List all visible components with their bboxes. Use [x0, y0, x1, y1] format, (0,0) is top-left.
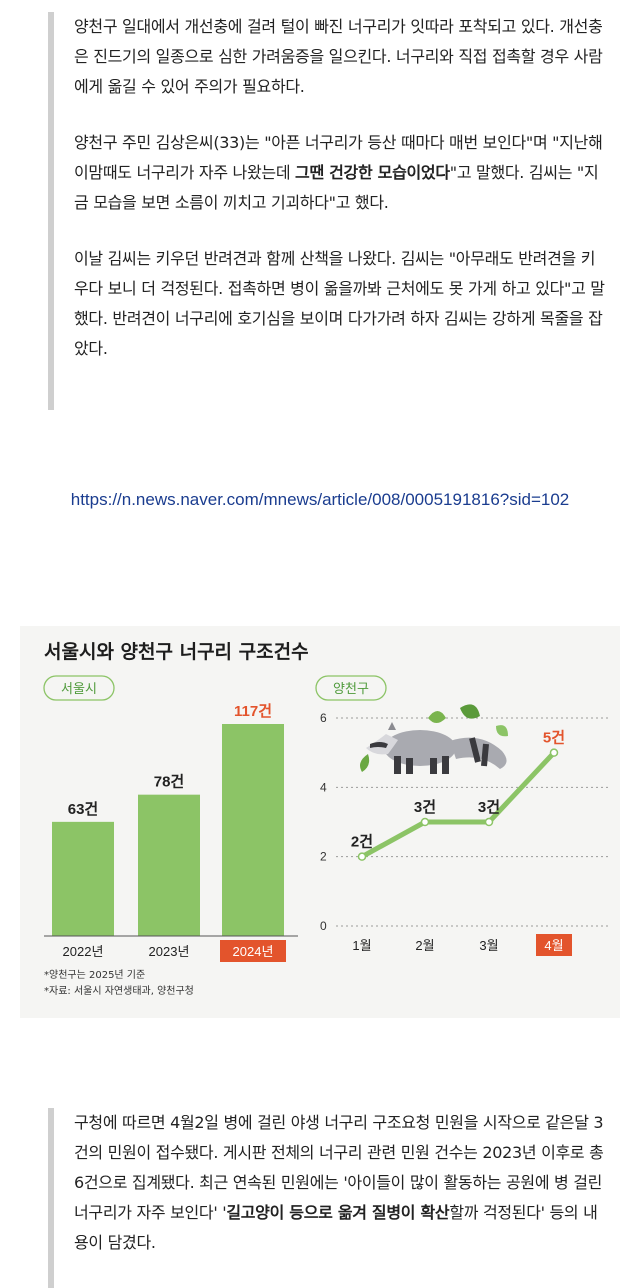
raccoon-mask [370, 742, 388, 748]
leaf-icon [460, 704, 480, 719]
line-point [420, 817, 430, 827]
infographic: 서울시와 양천구 너구리 구조건수 서울시 양천구 63건 2022년 78건 202… [20, 626, 620, 1018]
raccoon-leg [406, 758, 413, 774]
paragraph-4-part-a: 구청에 따르면 4월2일 병에 걸린 야생 너구리 구조요청 민원을 시작으로 … [74, 1113, 604, 1222]
paragraph-2-part-b: "고 말했다. 김씨는 "지금 모습을 보면 소름이 끼치고 기괴하다"고 했다… [74, 163, 599, 212]
line-data-label: 2건 [351, 834, 373, 851]
paragraph-4: 구청에 따르면 4월2일 병에 걸린 야생 너구리 구조요청 민원을 시작으로 … [74, 1108, 608, 1258]
footnote-2: *자료: 서울시 자연생태과, 양천구청 [44, 985, 194, 997]
seoul-pill-label: 서울시 [61, 682, 97, 697]
yangcheon-pill-label: 양천구 [333, 682, 369, 697]
infographic-svg: 서울시와 양천구 너구리 구조건수 서울시 양천구 63건2022년78건202… [43, 641, 608, 997]
article-quote-top: 양천구 일대에서 개선충에 걸려 털이 빠진 너구리가 잇따라 포착되고 있다.… [48, 12, 608, 410]
bar-data-label: 117건 [234, 703, 272, 720]
bar-2023년 [138, 794, 200, 936]
y-tick-label: 2 [320, 850, 327, 864]
bar-category-label: 2024년 [233, 944, 274, 959]
paragraph-2: 양천구 주민 김상은씨(33)는 "아픈 너구리가 등산 때마다 매번 보인다"… [74, 128, 608, 218]
bar-category-label: 2023년 [149, 944, 190, 959]
infographic-title: 서울시와 양천구 너구리 구조건수 [44, 641, 309, 663]
line-point [484, 817, 494, 827]
paragraph-2-bold: 그땐 건강한 모습이었다 [295, 163, 450, 182]
bar-category-label: 2022년 [63, 944, 104, 959]
line-data-label: 3건 [478, 799, 500, 816]
paragraph-4-bold: 길고양이 등으로 옮겨 질병이 확산 [226, 1203, 450, 1222]
bar-data-label: 63건 [68, 801, 99, 818]
y-tick-label: 0 [320, 919, 327, 933]
line-category-label: 3월 [479, 938, 498, 953]
line-point [549, 748, 559, 757]
seoul-pill [43, 675, 115, 701]
highlight-year-box [220, 940, 286, 962]
raccoon-leg [394, 756, 401, 774]
raccoon-leg [442, 756, 449, 774]
article-quote-bottom: 구청에 따르면 4월2일 병에 걸린 야생 너구리 구조요청 민원을 시작으로 … [48, 1108, 608, 1288]
bar-data-label: 78건 [154, 774, 185, 791]
footnote-1: *양천구는 2025년 기준 [44, 969, 145, 981]
leaf-icon [496, 725, 508, 737]
bar-2022년 [52, 821, 114, 936]
y-tick-label: 6 [320, 711, 327, 725]
leaf-icon [360, 754, 370, 772]
raccoon-illustration [360, 704, 508, 774]
y-tick-label: 4 [320, 780, 327, 794]
line-category-label: 4월 [544, 938, 563, 953]
yangcheon-line-chart: 0 2 4 6 2건 1월 3건 2월 3건 3월 5건 4월 [320, 711, 608, 956]
paragraph-1: 양천구 일대에서 개선충에 걸려 털이 빠진 너구리가 잇따라 포착되고 있다.… [74, 17, 603, 96]
raccoon-leg [430, 758, 437, 774]
yangcheon-pill [315, 675, 387, 701]
series-line [360, 750, 556, 859]
line-category-label: 1월 [352, 938, 371, 953]
raccoon-body [384, 730, 456, 766]
raccoon-ear [388, 722, 396, 730]
tail-stripes [469, 737, 489, 767]
paragraph-2-part-a: 양천구 주민 김상은씨(33)는 "아픈 너구리가 등산 때마다 매번 보인다"… [74, 133, 603, 182]
paragraph-3: 이날 김씨는 키우던 반려견과 함께 산책을 나왔다. 김씨는 "아무래도 반려… [74, 249, 605, 358]
highlight-month-box [536, 934, 572, 956]
line-data-label: 3건 [414, 799, 436, 816]
paragraph-4-part-b: 할까 걱정된다' 등의 내용이 담겼다. [74, 1203, 598, 1252]
seoul-bar-chart: 63건 2022년 78건 2023년 117건 2024년 [52, 703, 286, 962]
line-data-label: 5건 [543, 730, 565, 747]
source-link[interactable]: https://n.news.naver.com/mnews/article/0… [70, 490, 570, 509]
leaf-icon [428, 711, 446, 723]
line-point [357, 852, 367, 861]
bar-2024년 [222, 724, 284, 936]
line-category-label: 2월 [415, 938, 434, 953]
